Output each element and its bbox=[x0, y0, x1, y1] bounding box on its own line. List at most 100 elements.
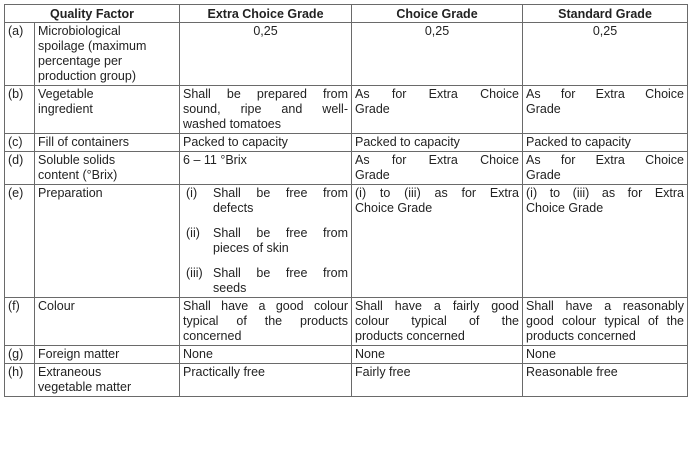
sub-item: (iii) Shall be free from seeds bbox=[186, 266, 348, 296]
factor-cell: Fill of containers bbox=[33, 133, 181, 152]
cell-line: defects bbox=[213, 201, 254, 215]
standard-cell: Reasonable free bbox=[522, 363, 689, 397]
cell-line: pieces of skin bbox=[213, 241, 289, 255]
factor-line: Foreign matter bbox=[38, 347, 120, 361]
cell-line: Shall be free from bbox=[213, 186, 349, 200]
factor-line: Soluble solids bbox=[38, 153, 116, 167]
extra-choice-cell: None bbox=[179, 345, 353, 364]
table-row: (b) Vegetable ingredient Shall be prepar… bbox=[4, 85, 689, 134]
standard-cell: (i) to (iii) as for Extra Choice Grade bbox=[522, 184, 689, 298]
cell-line: good colour typical of the bbox=[526, 314, 685, 328]
row-label: (c) bbox=[4, 133, 35, 152]
factor-cell: Vegetable ingredient bbox=[33, 85, 181, 134]
header-extra-choice-grade: Extra Choice Grade bbox=[179, 4, 353, 23]
factor-cell: Soluble solids content (°Brix) bbox=[33, 151, 181, 185]
sub-item: (i) Shall be free from defects bbox=[186, 186, 348, 216]
factor-line: production group) bbox=[38, 69, 136, 83]
header-choice-grade: Choice Grade bbox=[351, 4, 524, 23]
sub-item-text: Shall be free from pieces of skin bbox=[213, 226, 348, 256]
factor-cell: Preparation bbox=[33, 184, 181, 298]
standard-cell: As for Extra Choice Grade bbox=[522, 85, 689, 134]
header-row: Quality Factor Extra Choice Grade Choice… bbox=[3, 4, 689, 23]
sub-item-number: (iii) bbox=[186, 266, 203, 280]
extra-choice-cell: Shall have a good colour typical of the … bbox=[179, 297, 353, 346]
factor-cell: Colour bbox=[33, 297, 181, 346]
sub-item: (ii) Shall be free from pieces of skin bbox=[186, 226, 348, 256]
row-label: (a) bbox=[4, 22, 35, 86]
factor-cell: Foreign matter bbox=[33, 345, 181, 364]
extra-choice-cell: Practically free bbox=[179, 363, 353, 397]
cell-line: products concerned bbox=[355, 329, 465, 343]
cell-line: seeds bbox=[213, 281, 247, 295]
cell-line: As for Extra Choice bbox=[355, 87, 520, 101]
cell-line: (i) to (iii) as for Extra bbox=[526, 186, 685, 200]
cell-line: Choice Grade bbox=[355, 201, 433, 215]
cell-line: As for Extra Choice bbox=[526, 87, 685, 101]
sub-item-text: Shall be free from defects bbox=[213, 186, 348, 216]
cell-line: Shall be free from bbox=[213, 266, 349, 280]
sub-item-text: Shall be free from seeds bbox=[213, 266, 348, 296]
cell-line: Grade bbox=[355, 102, 390, 116]
factor-line: Extraneous bbox=[38, 365, 102, 379]
table-row: (c) Fill of containers Packed to capacit… bbox=[4, 133, 689, 152]
choice-cell: (i) to (iii) as for Extra Choice Grade bbox=[351, 184, 524, 298]
sub-item-number: (ii) bbox=[186, 226, 200, 240]
table-row: (h) Extraneous vegetable matter Practica… bbox=[4, 363, 689, 397]
choice-cell: As for Extra Choice Grade bbox=[351, 85, 524, 134]
cell-line: sound, ripe and well- bbox=[183, 102, 349, 116]
cell-line: Shall be prepared from bbox=[183, 87, 349, 101]
cell-line: Shall have a good colour bbox=[183, 299, 349, 313]
row-label: (g) bbox=[4, 345, 35, 364]
cell-line: washed tomatoes bbox=[183, 117, 281, 131]
extra-choice-cell: Packed to capacity bbox=[179, 133, 353, 152]
choice-cell: Fairly free bbox=[351, 363, 524, 397]
factor-line: Colour bbox=[38, 299, 75, 313]
choice-cell: Shall have a fairly good colour typical … bbox=[351, 297, 524, 346]
cell-line: concerned bbox=[183, 329, 242, 343]
cell-line: Shall have a reasonably bbox=[526, 299, 685, 313]
choice-cell: As for Extra Choice Grade bbox=[351, 151, 524, 185]
choice-cell: Packed to capacity bbox=[351, 133, 524, 152]
row-label: (f) bbox=[4, 297, 35, 346]
extra-choice-cell: (i) Shall be free from defects (ii) Shal… bbox=[179, 184, 353, 298]
cell-line: As for Extra Choice bbox=[526, 153, 685, 167]
standard-cell: As for Extra Choice Grade bbox=[522, 151, 689, 185]
cell-line: Grade bbox=[355, 168, 390, 182]
extra-choice-cell: 0,25 bbox=[179, 22, 353, 86]
row-label: (b) bbox=[4, 85, 35, 134]
factor-line: ingredient bbox=[38, 102, 93, 116]
factor-line: Preparation bbox=[38, 186, 103, 200]
standard-cell: None bbox=[522, 345, 689, 364]
row-label: (e) bbox=[4, 184, 35, 298]
standard-cell: 0,25 bbox=[522, 22, 689, 86]
cell-line: Shall be free from bbox=[213, 226, 349, 240]
table-row: (g) Foreign matter None None None bbox=[4, 345, 689, 364]
header-quality-factor: Quality Factor bbox=[3, 4, 181, 23]
cell-line: Grade bbox=[526, 168, 561, 182]
factor-line: spoilage (maximum bbox=[38, 39, 147, 53]
cell-line: colour typical of the bbox=[355, 314, 520, 328]
table-row: (e) Preparation (i) Shall be free from d… bbox=[4, 184, 689, 298]
cell-line: As for Extra Choice bbox=[355, 153, 520, 167]
row-label: (h) bbox=[4, 363, 35, 397]
extra-choice-cell: Shall be prepared from sound, ripe and w… bbox=[179, 85, 353, 134]
extra-choice-cell: 6 – 11 °Brix bbox=[179, 151, 353, 185]
factor-line: content (°Brix) bbox=[38, 168, 118, 182]
row-label: (d) bbox=[4, 151, 35, 185]
factor-line: Fill of containers bbox=[38, 135, 130, 149]
table-row: (a) Microbiological spoilage (maximum pe… bbox=[4, 22, 689, 86]
table-row: (f) Colour Shall have a good colour typi… bbox=[4, 297, 689, 346]
cell-line: (i) to (iii) as for Extra bbox=[355, 186, 520, 200]
choice-cell: None bbox=[351, 345, 524, 364]
standard-cell: Packed to capacity bbox=[522, 133, 689, 152]
choice-cell: 0,25 bbox=[351, 22, 524, 86]
factor-line: vegetable matter bbox=[38, 380, 132, 394]
factor-cell: Extraneous vegetable matter bbox=[33, 363, 181, 397]
cell-line: Grade bbox=[526, 102, 561, 116]
factor-line: Microbiological bbox=[38, 24, 121, 38]
standard-cell: Shall have a reasonably good colour typi… bbox=[522, 297, 689, 346]
quality-factor-table: Quality Factor Extra Choice Grade Choice… bbox=[3, 4, 689, 397]
cell-line: typical of the products bbox=[183, 314, 349, 328]
sub-item-number: (i) bbox=[186, 186, 198, 200]
table-row: (d) Soluble solids content (°Brix) 6 – 1… bbox=[4, 151, 689, 185]
